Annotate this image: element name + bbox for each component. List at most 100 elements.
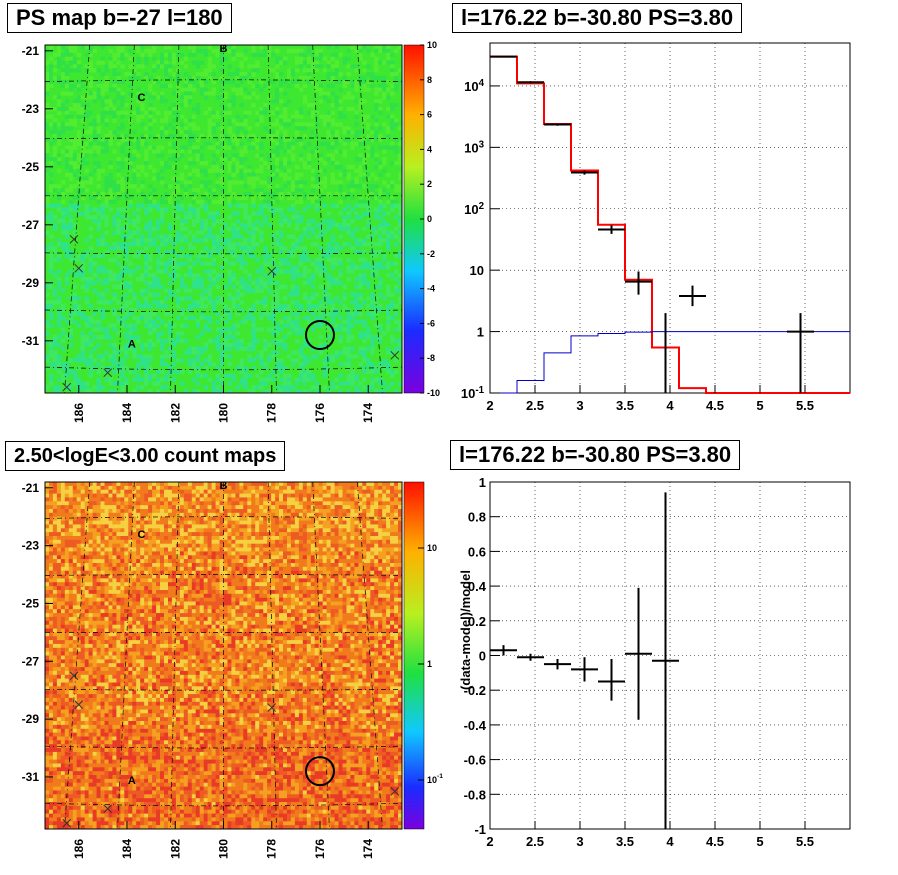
map-pixel [179,277,185,282]
map-pixel [72,647,78,653]
map-pixel [267,184,272,189]
map-pixel [80,118,86,123]
map-pixel [215,342,220,347]
map-pixel [156,246,161,251]
map-pixel [49,304,54,309]
map-pixel [211,164,216,170]
map-pixel [175,203,181,208]
map-pixel [298,122,304,127]
map-pixel [68,168,74,173]
map-pixel [128,331,133,336]
map-pixel [92,118,97,123]
map-pixel [255,64,260,69]
map-pixel [187,288,193,293]
map-pixel [60,199,66,204]
map-pixel [68,682,74,687]
map-pixel [255,188,260,193]
map-pixel [298,141,304,146]
map-pixel [80,311,86,317]
map-pixel [223,95,228,100]
map-pixel [116,222,121,228]
map-pixel [358,350,363,355]
map-pixel [338,389,343,394]
coordinate-grid [44,44,403,394]
map-pixel [271,164,276,170]
map-pixel [298,180,304,185]
map-pixel [243,369,248,375]
map-pixel [290,358,296,363]
source-label: A [128,339,136,351]
map-pixel [175,176,181,181]
map-pixel [64,605,70,610]
map-pixel [68,709,74,714]
map-pixel [72,311,78,317]
map-pixel [394,234,399,239]
map-pixel [156,284,161,289]
map-pixel [175,288,181,293]
map-pixel [223,79,228,85]
map-pixel [88,678,93,683]
map-pixel [298,365,304,371]
map-pixel [322,56,328,61]
map-pixel [350,64,355,69]
map-pixel [92,168,97,173]
map-pixel [231,211,236,216]
map-pixel [306,358,312,363]
map-pixel [45,728,50,734]
map-pixel [128,164,133,170]
map-pixel [302,265,308,270]
map-pixel [168,311,173,317]
map-pixel [148,389,153,394]
map-pixel [243,377,248,382]
map-pixel [164,377,169,382]
map-pixel [60,732,66,737]
map-pixel [195,137,201,143]
map-pixel [56,524,62,529]
map-pixel [45,246,50,251]
map-pixel [374,48,379,54]
map-pixel [183,103,189,108]
map-pixel [116,219,121,224]
map-pixel [128,327,133,332]
map-pixel [314,203,320,208]
map-pixel [338,114,343,119]
map-pixel [290,323,296,328]
map-pixel [298,234,304,239]
map-pixel [298,114,304,119]
map-pixel [330,130,335,135]
map-pixel [346,377,351,382]
map-pixel [80,748,86,753]
map-pixel [370,72,375,77]
map-pixel [45,145,50,150]
map-pixel [76,168,82,173]
map-pixel [72,724,78,730]
map-pixel [175,261,181,266]
map-pixel [342,153,347,158]
map-pixel [294,242,300,247]
map-pixel [56,601,62,606]
map-pixel [215,199,220,204]
map-pixel [275,365,280,371]
map-pixel [294,265,300,270]
map-pixel [227,354,232,359]
map-pixel [306,389,312,394]
map-pixel [294,68,300,73]
map-pixel [199,133,205,139]
map-pixel [92,616,97,622]
map-pixel [199,284,205,289]
map-pixel [76,682,82,687]
map-pixel [267,373,272,378]
map-pixel [144,261,149,266]
map-pixel [49,597,54,602]
map-pixel [136,164,141,170]
map-pixel [366,280,371,286]
map-pixel [263,296,268,301]
map-pixel [239,157,244,162]
map-pixel [45,512,50,518]
map-pixel [52,354,58,359]
map-pixel [68,315,74,320]
map-pixel [104,249,109,255]
map-pixel [124,311,129,317]
map-pixel [171,257,177,262]
map-pixel [60,586,66,591]
